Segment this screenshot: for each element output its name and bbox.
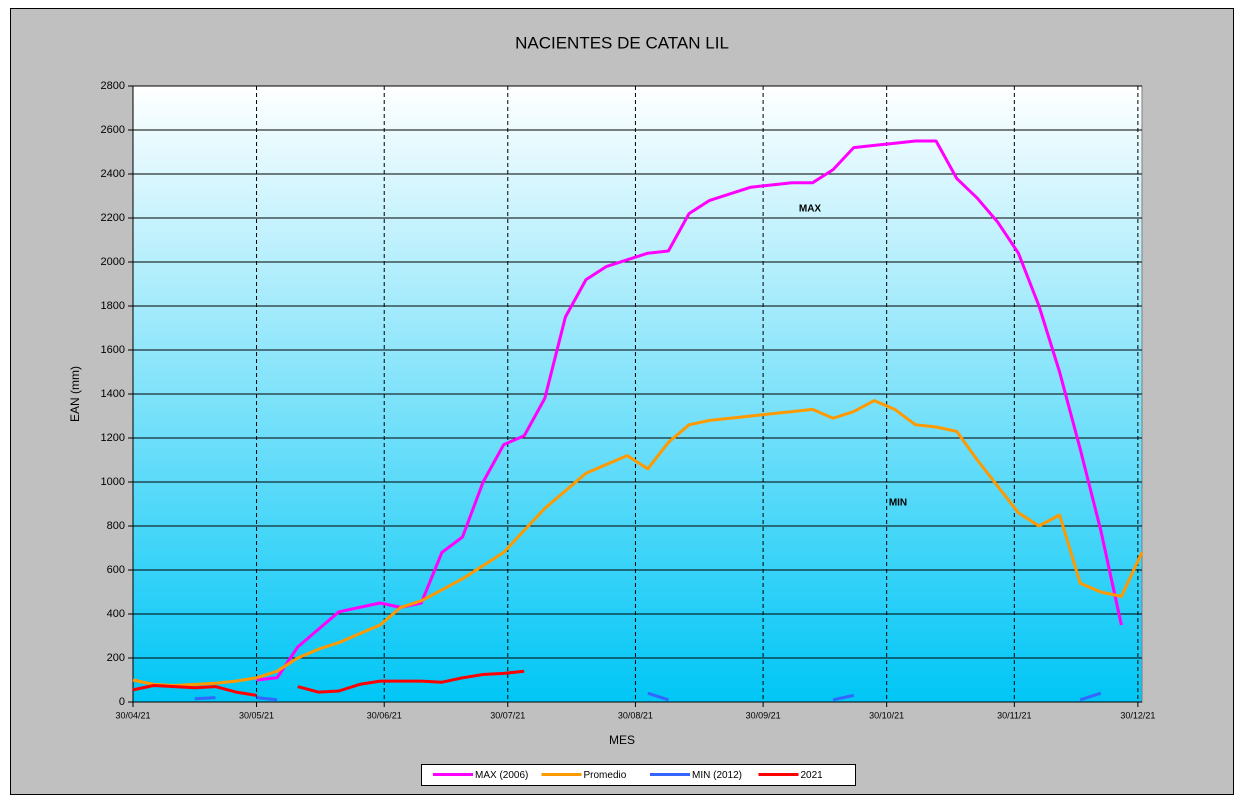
y-tick-label: 2400 (101, 168, 125, 180)
line-series (132, 669, 525, 697)
y-tick-label: 1000 (101, 476, 125, 488)
y-tick-label: 0 (119, 696, 125, 708)
lines (132, 139, 1144, 702)
y-tick-label: 400 (107, 608, 125, 620)
legend-label: 2021 (801, 770, 824, 781)
annotation: MAX (799, 204, 822, 215)
chart-title: NACIENTES DE CATAN LIL (515, 33, 729, 52)
y-tick-label: 1600 (101, 344, 125, 356)
y-tick-label: 2000 (101, 256, 125, 268)
x-tick-label: 30/12/21 (1120, 710, 1155, 720)
line-series (132, 399, 1144, 687)
x-tick-label: 30/11/21 (997, 710, 1031, 720)
y-tick-label: 2200 (101, 212, 125, 224)
x-tick-label: 30/05/21 (239, 710, 274, 720)
x-tick-label: 30/08/21 (618, 710, 653, 720)
x-tick-label: 30/04/21 (115, 710, 150, 720)
x-tick-label: 30/07/21 (490, 710, 525, 720)
legend-box (421, 764, 856, 786)
legend: MAX (2006) Promedio MIN (2012) 2021 (421, 764, 856, 786)
legend-label: MAX (2006) (475, 770, 528, 781)
y-tick-label: 800 (107, 520, 125, 532)
legend-label: MIN (2012) (692, 770, 742, 781)
y-axis-label: EAN (mm) (68, 366, 82, 422)
y-tick-label: 200 (107, 652, 125, 664)
x-tick-label: 30/10/21 (869, 710, 904, 720)
x-tick-label: 30/06/21 (367, 710, 402, 720)
annotation: MIN (889, 498, 907, 509)
x-axis-label: MES (609, 733, 635, 747)
line-series (194, 691, 1102, 702)
y-tick-label: 1200 (101, 432, 125, 444)
y-tick-label: 1800 (101, 300, 125, 312)
y-tick-label: 1400 (101, 388, 125, 400)
y-tick-label: 600 (107, 564, 125, 576)
x-tick-label: 30/09/21 (746, 710, 781, 720)
y-tick-label: 2800 (101, 80, 125, 92)
legend-label: Promedio (584, 770, 627, 781)
y-tick-label: 2600 (101, 124, 125, 136)
